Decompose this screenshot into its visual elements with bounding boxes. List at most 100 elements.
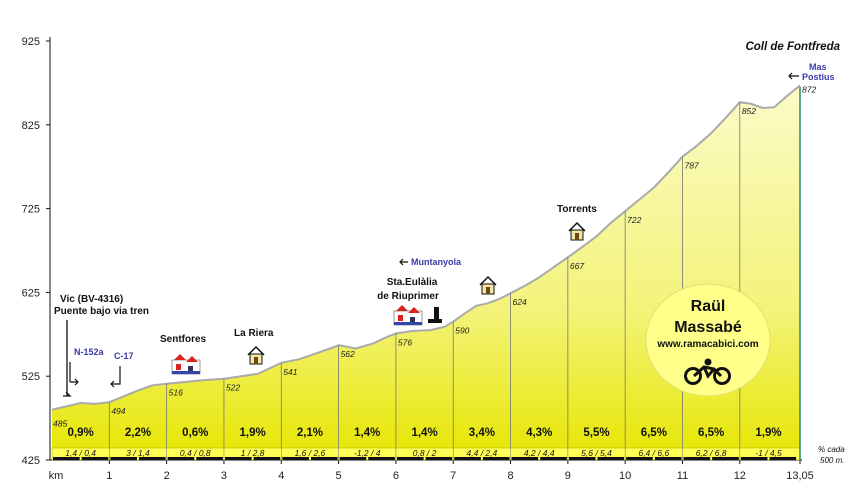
- elevation-label: 516: [169, 388, 183, 398]
- km-bar: [53, 457, 80, 461]
- sta-eulalia-label: Sta.Eulàlia: [387, 277, 438, 288]
- postius-label: Postius: [802, 72, 835, 82]
- c17-label: C-17: [114, 351, 134, 361]
- segment-info: 0,4 / 0,8: [180, 448, 211, 458]
- segment-grades: 0,9% 1,4 / 0,4 2,2% 3 / 1,4 0,6% 0,4 / 0,8 1,9…: [65, 427, 782, 460]
- x-tick-label: 9: [565, 470, 571, 482]
- segment-info: 1,4 / 0,4: [65, 448, 96, 458]
- elevation-label: 852: [742, 106, 756, 116]
- segment-info: 4,2 / 4,4: [524, 448, 555, 458]
- segment-grade: 5,5%: [583, 427, 609, 439]
- km-bar: [196, 457, 223, 461]
- village-icon: [393, 305, 423, 326]
- muntanyola-label: Muntanyola: [411, 257, 462, 267]
- elevation-labels: 485 494 516 522 541 562 576 590 624 667 722 787 852 8…: [53, 84, 816, 428]
- y-tick-label: 525: [22, 371, 40, 383]
- km-bar: [81, 457, 109, 461]
- km-bar: [597, 457, 625, 461]
- vic-annotation: Vic (BV-4316) Puente bajo via tren: [54, 294, 149, 397]
- elevation-label: 485: [53, 419, 67, 429]
- la-riera-annotation: La Riera: [234, 328, 274, 365]
- segment-info: 4,4 / 2,4: [467, 448, 498, 458]
- segment-info: 0,8 / 2: [413, 448, 437, 458]
- km-bar: [396, 457, 424, 461]
- house-icon: [247, 345, 265, 365]
- sta-eulalia-annotation: Sta.Eulàlia de Riuprimer: [377, 277, 442, 326]
- muntanyola-annotation: Muntanyola: [399, 257, 462, 267]
- segment-grade: 2,1%: [297, 427, 323, 439]
- segment-grade: 3,4%: [469, 427, 495, 439]
- x-tick-label: 2: [164, 470, 170, 482]
- c17-annotation: C-17: [110, 351, 134, 388]
- segment-grade: 1,9%: [755, 427, 781, 439]
- km-bar: [339, 457, 367, 461]
- elevation-label: 576: [398, 337, 412, 347]
- km-bar: [167, 457, 195, 461]
- author-last-name: Massabé: [674, 319, 742, 336]
- mas-label: Mas: [809, 62, 827, 72]
- arrow-right-icon: [69, 362, 79, 386]
- arrow-left-icon: [788, 72, 799, 80]
- segment-grade: 6,5%: [641, 427, 667, 439]
- author-badge: Raül Massabé www.ramacabici.com: [645, 283, 771, 397]
- house-icon: [568, 221, 586, 241]
- segment-info: 6,2 / 6,8: [696, 448, 727, 458]
- km-bar: [224, 457, 252, 461]
- house-icon: [479, 275, 497, 295]
- segment-grade: 0,6%: [182, 427, 208, 439]
- sentfores-label: Sentfores: [160, 334, 207, 345]
- author-url: www.ramacabici.com: [656, 339, 758, 350]
- x-tick-label: 7: [450, 470, 456, 482]
- x-tick-label: 6: [393, 470, 399, 482]
- km-bar: [769, 457, 797, 461]
- segment-grade: 2,2%: [125, 427, 151, 439]
- elevation-label: 590: [455, 326, 469, 336]
- x-tick-label: 3: [221, 470, 227, 482]
- km-bar: [138, 457, 166, 461]
- la-riera-label: La Riera: [234, 328, 274, 339]
- note-line2: 500 m.: [820, 456, 844, 465]
- torrents-label: Torrents: [557, 204, 597, 215]
- n152a-annotation: N-152a: [69, 347, 105, 386]
- x-axis: km 1 2 3 4 5 6 7 8 9 10 11 12 13,05: [49, 459, 814, 482]
- elevation-line: [51, 84, 801, 411]
- arrow-down-icon: [63, 320, 72, 397]
- km-bar: [110, 457, 137, 461]
- y-tick-label: 925: [22, 36, 40, 48]
- km-bars: [53, 457, 797, 461]
- n152a-label: N-152a: [74, 347, 105, 357]
- elevation-label: 624: [513, 297, 527, 307]
- x-tick-label: 1: [106, 470, 112, 482]
- chart-title: Coll de Fontfreda: [745, 41, 840, 53]
- torrents-annotation: Torrents: [557, 204, 597, 241]
- segment-grade: 0,9%: [68, 427, 94, 439]
- riuprimer-label: de Riuprimer: [377, 291, 439, 302]
- segment-grade: 4,3%: [526, 427, 552, 439]
- km-bar: [425, 457, 453, 461]
- village-icon: [171, 354, 201, 375]
- x-tick-label: 10: [619, 470, 631, 482]
- elevation-label: 562: [341, 349, 355, 359]
- elevation-label: 787: [684, 161, 698, 171]
- km-bar: [253, 457, 281, 461]
- segment-info: -1,2 / 4: [354, 448, 381, 458]
- y-axis: 425 525 625 725 825 925: [22, 36, 51, 467]
- km-bar: [740, 457, 768, 461]
- elevation-label: 522: [226, 383, 240, 393]
- mas-postius-marker: Mas Postius: [788, 62, 835, 82]
- author-first-name: Raül: [691, 298, 726, 315]
- elevation-label: 722: [627, 215, 641, 225]
- x-tick-label: 11: [677, 470, 688, 482]
- km-bar: [511, 457, 539, 461]
- x-tick-label: 4: [278, 470, 284, 482]
- puente-label: Puente bajo via tren: [54, 306, 149, 317]
- segment-info: 5,6 / 5,4: [581, 448, 612, 458]
- x-axis-label: km: [49, 470, 64, 482]
- km-bar: [454, 457, 481, 461]
- segment-grade: 1,4%: [354, 427, 380, 439]
- elevation-area: [52, 85, 800, 461]
- y-tick-label: 725: [22, 204, 40, 216]
- arrow-left-icon: [399, 258, 408, 266]
- x-tick-label: 8: [507, 470, 513, 482]
